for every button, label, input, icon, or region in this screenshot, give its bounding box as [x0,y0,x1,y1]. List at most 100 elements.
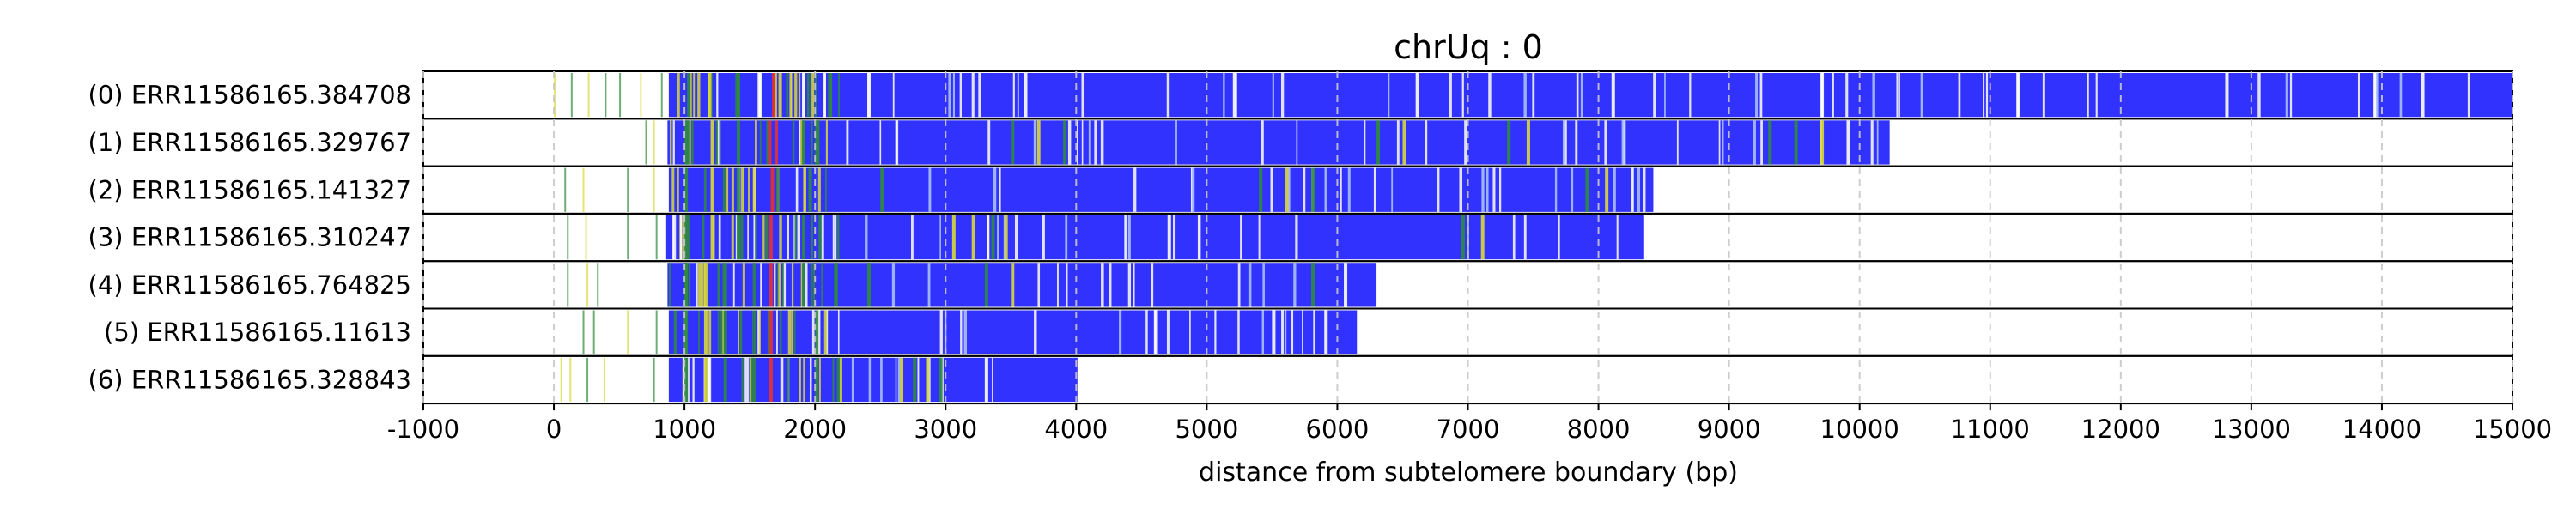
read-texture-0-101 [1166,73,1170,118]
read-feature-0-11 [772,73,776,118]
read-texture-1-365 [1396,120,1400,165]
read-texture-4-213 [1127,263,1132,307]
read-texture-1-289 [1676,120,1679,165]
read-texture-2-173 [795,167,799,212]
read-texture-0-235 [798,73,801,118]
read-feature-6-4 [653,357,655,403]
read-texture-3-242 [1258,215,1261,260]
x-tick-label-3: 2000 [783,415,847,444]
read-texture-0-127 [1580,73,1583,118]
read-texture-5-180 [1281,310,1284,354]
read-feature-0-16 [1024,73,1028,118]
read-feature-2-4 [684,167,689,212]
read-texture-0-296 [786,73,789,118]
read-feature-2-0 [564,167,567,212]
read-texture-3-57 [1295,215,1298,260]
x-tick-label-12: 11000 [1951,415,2030,444]
read-texture-5-111 [817,310,821,354]
read-texture-5-101 [837,310,840,354]
ticks-layer: -1000 0 1000 2000 3000 4000 5000 6000 7000 8000 90… [387,403,2552,444]
read-texture-0-489 [2257,73,2261,118]
read-bar-1 [667,120,1890,165]
read-texture-2-116 [825,167,827,212]
read-texture-6-84 [741,357,744,403]
read-feature-3-13 [1167,215,1171,260]
read-feature-1-9 [1036,120,1041,165]
read-texture-1-65 [766,120,769,165]
read-texture-0-234 [716,73,719,118]
read-texture-1-341 [1753,120,1756,165]
read-texture-0-555 [1872,73,1875,118]
read-texture-4-55 [742,263,745,307]
read-texture-2-60 [677,167,679,212]
read-texture-1-268 [691,120,694,165]
read-texture-6-61 [832,357,835,403]
read-feature-6-9 [815,357,819,403]
read-texture-6-108 [692,357,695,403]
read-feature-6-14 [984,357,988,403]
read-texture-0-232 [1653,73,1656,118]
read-texture-1-24 [895,120,899,165]
read-feature-0-22 [2225,73,2229,118]
read-feature-4-8 [867,263,872,307]
read-texture-3-265 [762,215,765,260]
read-feature-2-10 [1259,167,1263,212]
read-feature-2-5 [710,167,714,212]
read-texture-2-240 [1324,167,1327,212]
read-feature-6-2 [586,357,589,403]
read-texture-3-246 [1125,215,1127,260]
read-texture-2-53 [726,167,729,212]
read-feature-5-3 [655,310,658,354]
read-texture-0-125 [952,73,956,118]
read-texture-4-147 [782,263,785,307]
read-feature-5-0 [582,310,585,354]
read-texture-0-92 [2087,73,2089,118]
read-feature-4-10 [1011,263,1015,307]
read-texture-5-43 [939,310,943,354]
read-feature-2-8 [808,167,812,212]
read-texture-4-125 [791,263,794,307]
read-texture-2-109 [1485,167,1489,212]
read-texture-2-176 [1347,167,1351,212]
read-texture-4-0 [752,263,756,307]
read-texture-1-19 [1623,120,1626,165]
read-texture-5-151 [721,310,725,354]
read-feature-5-4 [684,310,689,354]
read-texture-3-120 [997,215,999,260]
read-texture-0-538 [1664,73,1666,118]
read-texture-4-85 [722,263,725,307]
read-feature-4-9 [984,263,988,307]
read-texture-6-93 [786,357,790,403]
read-feature-6-0 [560,357,562,403]
read-texture-6-114 [803,357,805,403]
read-texture-1-278 [1718,120,1721,165]
read-feature-0-15 [867,73,872,118]
read-texture-6-0 [746,357,749,403]
read-feature-6-5 [684,357,689,403]
read-texture-0-103 [2467,73,2470,118]
read-feature-0-12 [778,73,782,118]
read-texture-1-311 [1296,120,1298,165]
read-texture-0-328 [690,73,692,118]
read-feature-0-19 [1611,73,1615,118]
read-texture-3-91 [1127,215,1131,260]
read-texture-1-352 [669,120,672,165]
read-texture-0-76 [1388,73,1390,118]
read-feature-3-0 [567,215,569,260]
read-texture-6-63 [851,357,854,403]
read-texture-3-183 [787,215,789,260]
read-feature-2-3 [653,167,655,212]
read-feature-0-6 [660,73,663,118]
read-texture-5-131 [1214,310,1217,354]
read-texture-5-106 [758,310,761,354]
read-texture-1-252 [1564,120,1567,165]
read-texture-1-133 [1870,120,1874,165]
read-texture-5-40 [673,310,677,354]
read-texture-3-153 [680,215,683,260]
read-texture-3-94 [1240,215,1242,260]
read-feature-2-12 [1311,167,1315,212]
read-texture-2-115 [731,167,734,212]
read-feature-5-1 [592,310,595,354]
read-texture-3-278 [747,215,749,260]
read-texture-5-18 [944,310,947,354]
